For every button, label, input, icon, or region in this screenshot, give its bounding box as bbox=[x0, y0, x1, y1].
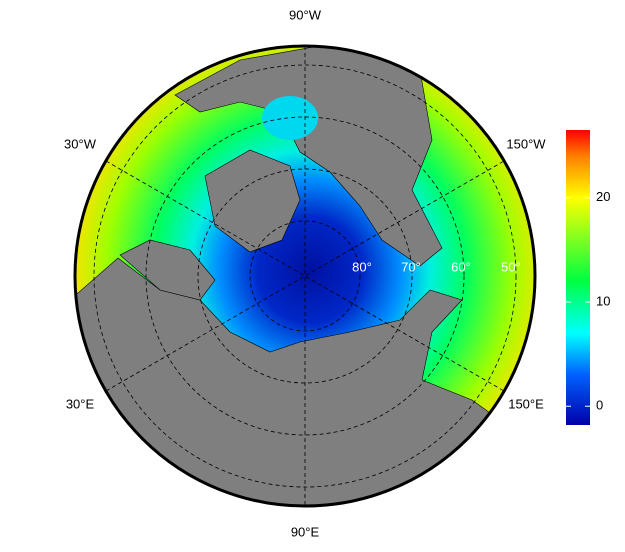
parallel bbox=[197, 168, 413, 384]
colorbar-tick-label: 20 bbox=[596, 189, 610, 204]
greenland bbox=[204, 149, 301, 253]
lat-label: 70° bbox=[401, 259, 421, 274]
hudson-bay bbox=[262, 96, 318, 140]
lon-label: 30°E bbox=[66, 396, 95, 411]
colorbar bbox=[566, 130, 590, 425]
lon-label: 90°W bbox=[289, 7, 322, 22]
parallel bbox=[93, 64, 517, 488]
map-outline bbox=[73, 44, 537, 508]
lon-label: 30°W bbox=[64, 136, 97, 151]
lat-label: 80° bbox=[352, 259, 372, 274]
colorbar-ticks: 0 10 20 bbox=[566, 189, 610, 413]
lat-label: 50° bbox=[501, 259, 521, 274]
map-body bbox=[75, 46, 535, 506]
lat-label: 60° bbox=[451, 259, 471, 274]
lon-label: 150°E bbox=[508, 396, 544, 411]
parallel bbox=[249, 220, 361, 332]
parallel bbox=[145, 116, 465, 436]
colorbar-tick-label: 10 bbox=[596, 293, 610, 308]
lon-label: 90°E bbox=[291, 524, 320, 539]
colorbar-tick-label: 0 bbox=[596, 398, 603, 413]
lon-label: 150°W bbox=[506, 136, 546, 151]
